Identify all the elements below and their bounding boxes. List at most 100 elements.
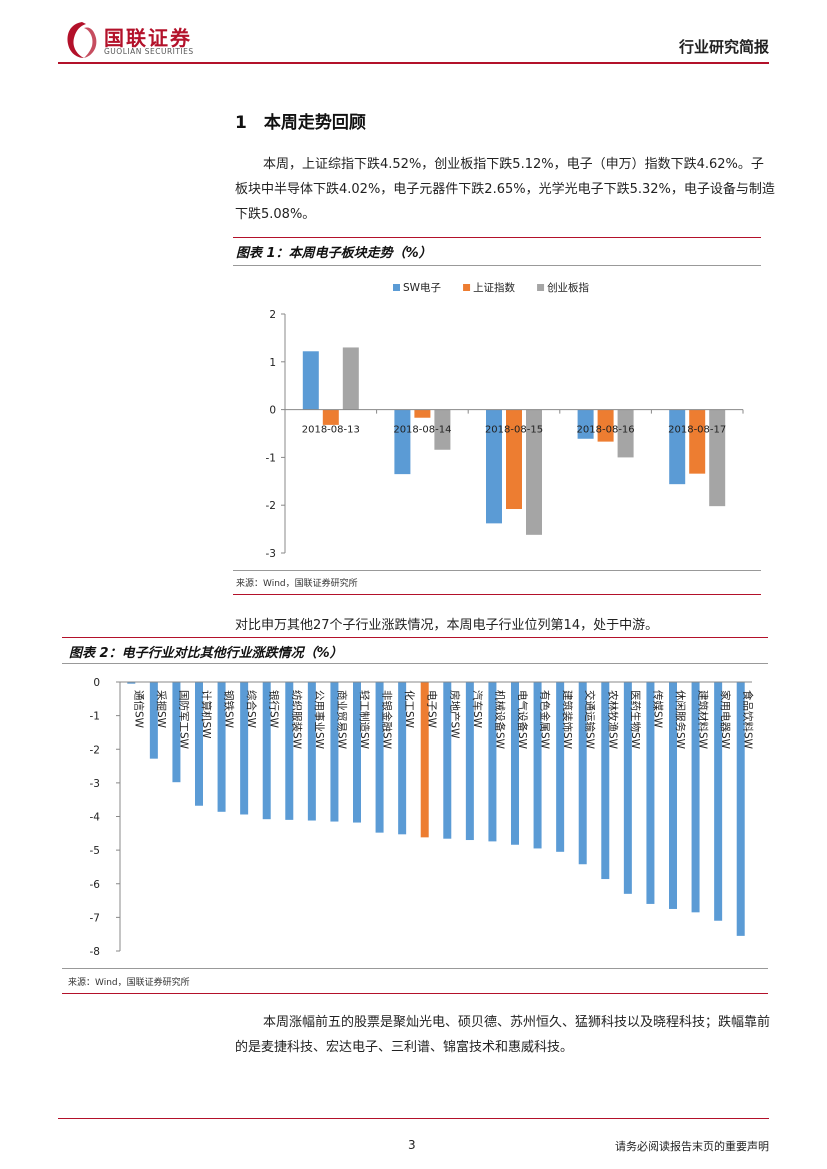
x-tick-label: 商业贸易SW <box>335 690 348 750</box>
bar-14 <box>443 682 452 839</box>
x-tick-label: 计算机SW <box>200 690 213 739</box>
bar-13 <box>420 682 429 838</box>
bar-1 <box>149 682 158 759</box>
bar-11 <box>375 682 384 833</box>
x-tick-label: 有色金属SW <box>539 690 552 750</box>
bar-0-0 <box>302 351 319 410</box>
figure1-source: 来源：Wind，国联证券研究所 <box>236 579 358 589</box>
x-tick-label: 银行SW <box>268 690 281 729</box>
y-tick-label: 0 <box>269 405 276 417</box>
bar-15 <box>465 682 474 841</box>
x-tick-label: 家用电器SW <box>719 690 732 750</box>
x-tick-label: 钢铁SW <box>223 690 236 729</box>
bar-16 <box>488 682 497 842</box>
bar-0-4 <box>669 409 686 485</box>
x-tick-label: 2018-08-15 <box>485 425 543 436</box>
logo-text: 国联证券 <box>104 26 192 50</box>
figure2-bottom-rule <box>62 968 768 969</box>
bar-24 <box>669 682 677 909</box>
x-tick-label: 公用事业SW <box>313 690 326 750</box>
rank-paragraph: 对比申万其他27个子行业涨跌情况，本周电子行业位列第14，处于中游。 <box>235 618 659 633</box>
x-tick-label: 非银金融SW <box>381 690 394 750</box>
y-tick-label: -3 <box>90 778 100 790</box>
bar-5 <box>240 682 249 815</box>
bar-1-2 <box>506 409 522 510</box>
bar-6 <box>262 682 271 820</box>
page-number: 3 <box>408 1138 416 1152</box>
x-tick-label: 国防军工SW <box>177 690 190 750</box>
bar-12 <box>398 682 407 835</box>
bar-1-1 <box>414 409 431 418</box>
figure2-title: 图表 2：电子行业对比其他行业涨跌情况（%） <box>69 646 343 661</box>
bar-3 <box>195 682 203 806</box>
logo-subtext: GUOLIAN SECURITIES <box>104 47 194 56</box>
y-tick-label: -2 <box>90 744 100 756</box>
bar-2-2 <box>526 409 542 535</box>
legend-label-1: 上证指数 <box>473 281 515 294</box>
x-tick-label: 轻工制造SW <box>358 690 371 750</box>
x-tick-label: 通信SW <box>132 690 144 729</box>
x-tick-label: 综合SW <box>245 690 258 729</box>
x-tick-label: 食品饮料SW <box>742 690 755 750</box>
header-divider <box>58 62 769 64</box>
x-tick-label: 汽车SW <box>471 690 484 729</box>
x-tick-label: 2018-08-17 <box>668 425 726 436</box>
y-tick-label: -6 <box>90 879 101 891</box>
bar-0 <box>127 682 136 684</box>
figure2-source: 来源：Wind，国联证券研究所 <box>68 978 190 988</box>
x-tick-label: 农林牧渔SW <box>606 690 619 750</box>
bar-23 <box>646 682 655 904</box>
chart-sector-trend: SW电子 上证指数 创业板指 2 1 0 -1 -2 -3 2018-08-13 2018-08-1… <box>266 281 744 560</box>
x-tick-label: 电气设备SW <box>516 690 529 750</box>
bar-2-1 <box>434 409 451 450</box>
bar-21 <box>601 682 610 880</box>
bar-0-1 <box>394 409 411 475</box>
x-tick-label: 2018-08-16 <box>577 425 635 436</box>
x-tick-label: 传媒SW <box>651 690 664 729</box>
figure1-bottom-rule <box>233 570 761 571</box>
footer-disclaimer: 请务必阅读报告末页的重要声明 <box>615 1140 769 1153</box>
y-tick-label: -1 <box>90 711 100 723</box>
y-tick-label: -3 <box>266 548 276 560</box>
y-tick-label: 0 <box>93 677 100 689</box>
bar-2 <box>172 682 181 783</box>
bar-9 <box>330 682 339 822</box>
y-tick-label: -5 <box>90 845 100 857</box>
x-tick-label: 2018-08-13 <box>302 425 360 436</box>
bar-10 <box>353 682 361 823</box>
bar-2-4 <box>709 409 726 507</box>
bar-2-3 <box>617 409 634 458</box>
y-tick-label: 1 <box>269 357 276 369</box>
x-tick-label: 休闲服务SW <box>674 690 687 750</box>
chart-industry-compare: 0 -1 -2 -3 -4 -5 -6 -7 -8 通信SW 采掘SW 国防军工SW 计算机SW 钢铁SW… <box>90 677 755 958</box>
figure2-top-rule <box>62 637 768 638</box>
legend-label-0: SW电子 <box>403 281 441 294</box>
legend-label-2: 创业板指 <box>547 281 589 294</box>
x-tick-label: 化工SW <box>403 690 416 729</box>
x-tick-label: 医药生物SW <box>629 690 642 750</box>
figure1-title: 图表 1：本周电子板块走势（%） <box>236 246 432 261</box>
x-tick-label: 房地产SW <box>448 690 461 739</box>
stocks-paragraph: 本周涨幅前五的股票是聚灿光电、硕贝德、苏州恒久、猛狮科技以及晓程科技；跌幅靠前的… <box>235 1015 771 1055</box>
legend-swatch-1 <box>463 284 471 291</box>
bar-7 <box>285 682 294 820</box>
report-type-label: 行业研究简报 <box>678 38 769 56</box>
bar-1-0 <box>322 409 339 425</box>
legend-swatch-2 <box>537 284 545 291</box>
bar-17 <box>511 682 519 845</box>
figure1-title-rule <box>233 265 761 266</box>
bar-2-0 <box>342 347 359 410</box>
figure1-end-rule <box>233 594 761 595</box>
bar-8 <box>307 682 316 821</box>
x-tick-label: 采掘SW <box>155 690 168 729</box>
bar-18 <box>533 682 542 849</box>
x-tick-label: 建筑装饰SW <box>561 690 574 750</box>
y-tick-label: -1 <box>266 452 276 464</box>
bar-0-3 <box>577 409 594 439</box>
y-tick-label: -4 <box>90 812 101 824</box>
x-tick-label: 2018-08-14 <box>393 425 451 436</box>
bar-25 <box>691 682 700 913</box>
legend-swatch-0 <box>393 284 400 291</box>
summary-paragraph: 本周，上证综指下跌4.52%，创业板指下跌5.12%，电子（申万）指数下跌4.6… <box>235 157 775 222</box>
x-tick-label: 电子SW <box>426 690 439 729</box>
